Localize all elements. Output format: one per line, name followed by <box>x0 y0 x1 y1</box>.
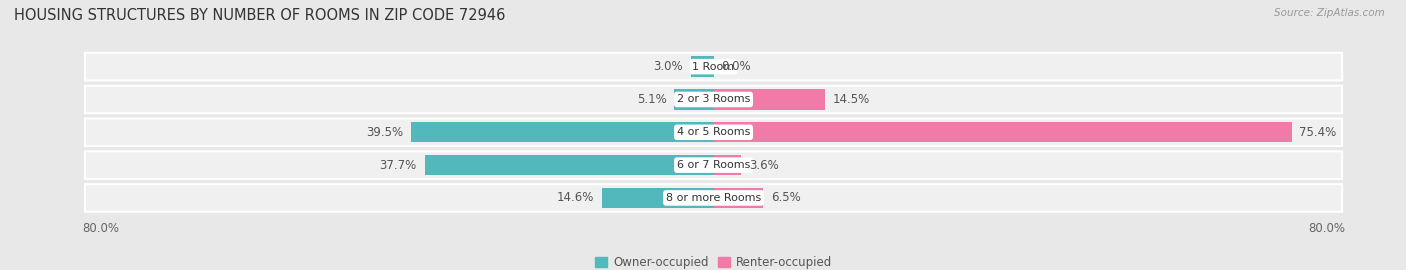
Text: 14.5%: 14.5% <box>832 93 869 106</box>
Text: 1 Room: 1 Room <box>693 62 734 72</box>
Text: 8 or more Rooms: 8 or more Rooms <box>666 193 761 203</box>
Text: 5.1%: 5.1% <box>637 93 666 106</box>
Legend: Owner-occupied, Renter-occupied: Owner-occupied, Renter-occupied <box>591 251 837 270</box>
Text: Source: ZipAtlas.com: Source: ZipAtlas.com <box>1274 8 1385 18</box>
Bar <box>425 155 714 175</box>
Bar <box>411 122 714 143</box>
Bar <box>714 155 741 175</box>
Bar <box>602 188 714 208</box>
Text: 39.5%: 39.5% <box>366 126 404 139</box>
Text: 4 or 5 Rooms: 4 or 5 Rooms <box>676 127 751 137</box>
Bar <box>714 188 763 208</box>
Text: 0.0%: 0.0% <box>721 60 751 73</box>
Text: 6 or 7 Rooms: 6 or 7 Rooms <box>676 160 751 170</box>
FancyBboxPatch shape <box>84 151 1343 179</box>
Text: 3.0%: 3.0% <box>654 60 683 73</box>
Text: 37.7%: 37.7% <box>380 158 418 172</box>
Text: 6.5%: 6.5% <box>770 191 801 204</box>
Bar <box>690 56 714 77</box>
Text: HOUSING STRUCTURES BY NUMBER OF ROOMS IN ZIP CODE 72946: HOUSING STRUCTURES BY NUMBER OF ROOMS IN… <box>14 8 505 23</box>
Text: 2 or 3 Rooms: 2 or 3 Rooms <box>676 94 751 104</box>
FancyBboxPatch shape <box>84 86 1343 113</box>
Text: 14.6%: 14.6% <box>557 191 593 204</box>
Text: 3.6%: 3.6% <box>749 158 779 172</box>
FancyBboxPatch shape <box>84 119 1343 146</box>
Text: 75.4%: 75.4% <box>1299 126 1337 139</box>
Bar <box>675 89 714 110</box>
FancyBboxPatch shape <box>84 53 1343 80</box>
FancyBboxPatch shape <box>84 184 1343 212</box>
Bar <box>714 122 1292 143</box>
Bar <box>714 89 825 110</box>
